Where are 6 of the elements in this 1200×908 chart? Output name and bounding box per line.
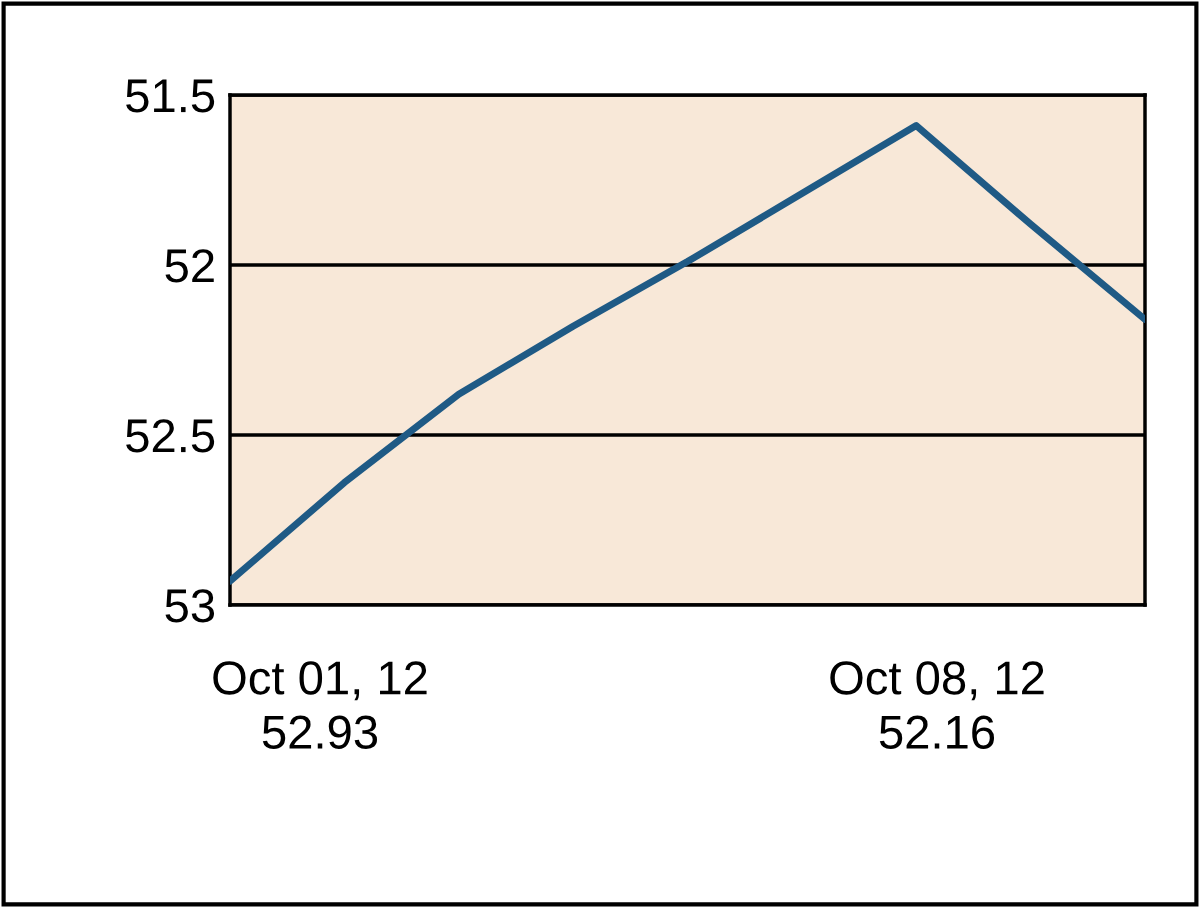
y-tick-label: 51.5 xyxy=(126,79,215,113)
y-tick-label: 53 xyxy=(165,589,215,623)
y-tick-label: 52 xyxy=(165,249,214,283)
text: Oct 08, 12 52.16 xyxy=(830,661,1044,749)
y-tick-label: 52.5 xyxy=(126,419,215,453)
text: Oct 01, 12 52.93 xyxy=(213,661,427,749)
